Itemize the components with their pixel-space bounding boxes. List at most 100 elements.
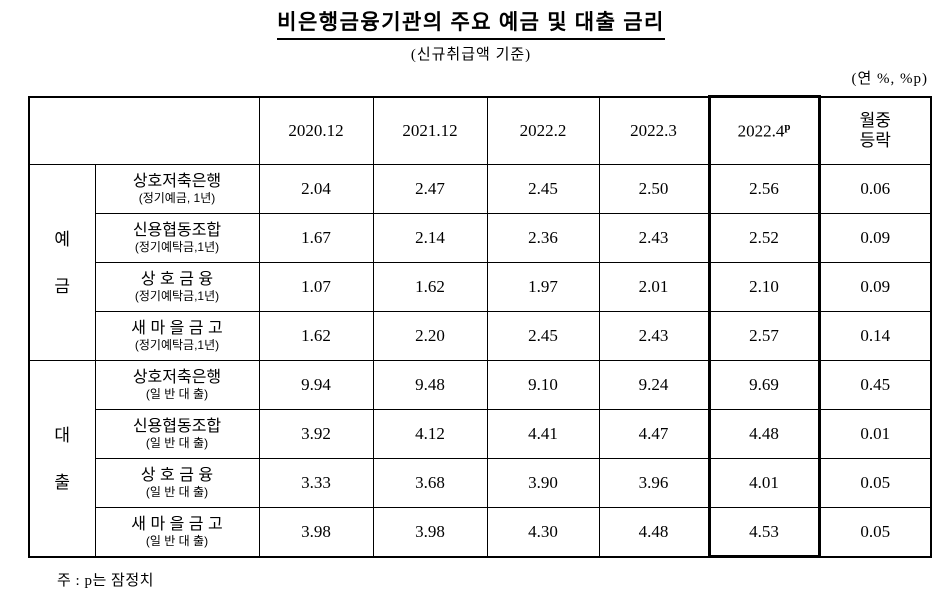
group-label-char: 예 (54, 229, 71, 249)
col-header-period-4: 2022.3 (598, 96, 710, 166)
group-label-loans: 대 출 (28, 360, 96, 558)
value-cell: 2.20 (372, 311, 488, 362)
highlight-value-cell: 2.10 (707, 262, 821, 313)
group-label-char: 대 (54, 425, 71, 445)
page-title: 비은행금융기관의 주요 예금 및 대출 금리 (277, 8, 665, 41)
value-cell: 3.92 (258, 409, 374, 460)
change-value-cell: 0.09 (818, 213, 932, 264)
institution-name: 새 마 을 금 고 (131, 319, 223, 337)
value-cell: 1.97 (486, 262, 600, 313)
table-row: 신용협동조합 (일 반 대 출) 3.92 4.12 4.41 4.47 4.4… (29, 409, 932, 460)
highlight-value-cell: 4.48 (707, 409, 821, 460)
title-wrap: 비은행금융기관의 주요 예금 및 대출 금리 (12, 8, 930, 41)
table-row: 대 출 상호저축은행 (일 반 대 출) 9.94 9.48 9.10 9.24… (28, 360, 932, 558)
institution-subnote: (정기예탁금,1년) (134, 338, 220, 353)
institution-subnote: (일 반 대 출) (145, 534, 209, 549)
institution-subnote: (정기예탁금,1년) (134, 240, 220, 255)
value-cell: 1.67 (258, 213, 374, 264)
institution-subnote: (일 반 대 출) (145, 387, 209, 402)
value-cell: 2.47 (372, 164, 488, 215)
institution-cell: 신용협동조합 (정기예탁금,1년) (94, 213, 260, 264)
value-cell: 3.68 (372, 458, 488, 509)
institution-subnote: (일 반 대 출) (145, 485, 209, 500)
col-header-period-3: 2022.2 (486, 96, 600, 166)
institution-name: 상 호 금 융 (140, 270, 214, 288)
value-cell: 2.01 (598, 262, 710, 313)
value-cell: 9.10 (486, 360, 600, 411)
value-cell: 4.30 (486, 507, 600, 558)
change-value-cell: 0.45 (818, 360, 932, 411)
value-cell: 3.98 (372, 507, 488, 558)
group-label-char: 금 (54, 276, 71, 296)
value-cell: 1.62 (372, 262, 488, 313)
rates-table: 2020.12 2021.12 2022.2 2022.3 2022.4p 월중… (28, 95, 932, 559)
institution-subnote: (정기예금, 1년) (138, 191, 216, 206)
institution-cell: 상 호 금 융 (일 반 대 출) (94, 458, 260, 509)
value-cell: 4.12 (372, 409, 488, 460)
value-cell: 4.48 (598, 507, 710, 558)
change-value-cell: 0.05 (818, 458, 932, 509)
institution-cell: 상호저축은행 (정기예금, 1년) (94, 164, 260, 215)
footnote: 주 : p는 잠정치 (57, 573, 154, 590)
value-cell: 9.48 (372, 360, 488, 411)
value-cell: 2.43 (598, 311, 710, 362)
preliminary-superscript: p (784, 121, 791, 134)
value-cell: 2.45 (486, 311, 600, 362)
col-header-period-1: 2020.12 (258, 96, 374, 166)
value-cell: 2.04 (258, 164, 374, 215)
value-cell: 9.94 (258, 360, 374, 411)
value-cell: 1.62 (258, 311, 374, 362)
col-header-period-2: 2021.12 (372, 96, 488, 166)
institution-cell: 상호저축은행 (일 반 대 출) (94, 360, 260, 411)
institution-subnote: (일 반 대 출) (145, 436, 209, 451)
value-cell: 9.24 (598, 360, 710, 411)
value-cell: 2.45 (486, 164, 600, 215)
page-subtitle: (신규취급액 기준) (410, 47, 532, 64)
value-cell: 3.90 (486, 458, 600, 509)
col-header-highlight-period: 2022.4p (707, 95, 821, 166)
unit-note: (연 %, %p) (851, 71, 928, 88)
institution-cell: 상 호 금 융 (정기예탁금,1년) (94, 262, 260, 313)
highlight-value-cell: 2.57 (707, 311, 821, 362)
table-row: 상 호 금 융 (정기예탁금,1년) 1.07 1.62 1.97 2.01 2… (29, 262, 932, 313)
table-row: 상 호 금 융 (일 반 대 출) 3.33 3.68 3.90 3.96 4.… (29, 458, 932, 509)
corner-cell (28, 96, 260, 166)
monthly-change-label-line2: 등락 (859, 131, 891, 151)
value-cell: 3.96 (598, 458, 710, 509)
institution-cell: 새 마 을 금 고 (일 반 대 출) (94, 507, 260, 558)
institution-cell: 신용협동조합 (일 반 대 출) (94, 409, 260, 460)
institution-name: 신용협동조합 (132, 417, 222, 435)
change-value-cell: 0.09 (818, 262, 932, 313)
group-label-char: 출 (54, 472, 71, 492)
highlight-value-cell: 2.56 (707, 164, 821, 215)
highlight-period-label: 2022.4 (737, 121, 785, 141)
group-label-deposits: 예 금 (28, 164, 96, 362)
value-cell: 3.33 (258, 458, 374, 509)
institution-name: 상호저축은행 (132, 172, 222, 190)
institution-name: 상호저축은행 (132, 368, 222, 386)
institution-name: 상 호 금 융 (140, 466, 214, 484)
institution-name: 새 마 을 금 고 (131, 515, 223, 533)
institution-cell: 새 마 을 금 고 (정기예탁금,1년) (94, 311, 260, 362)
table-row: 새 마 을 금 고 (정기예탁금,1년) 1.62 2.20 2.45 2.43… (29, 311, 932, 362)
institution-name: 신용협동조합 (132, 221, 222, 239)
value-cell: 3.98 (258, 507, 374, 558)
change-value-cell: 0.01 (818, 409, 932, 460)
change-value-cell: 0.06 (818, 164, 932, 215)
value-cell: 2.50 (598, 164, 710, 215)
highlight-value-cell: 4.53 (707, 507, 821, 559)
table-row: 신용협동조합 (정기예탁금,1년) 1.67 2.14 2.36 2.43 2.… (29, 213, 932, 264)
monthly-change-label-line1: 월중 (859, 110, 891, 130)
highlight-value-cell: 4.01 (707, 458, 821, 509)
highlight-value-cell: 9.69 (707, 360, 821, 411)
table-header-row: 2020.12 2021.12 2022.2 2022.3 2022.4p 월중… (28, 95, 932, 166)
value-cell: 2.36 (486, 213, 600, 264)
institution-subnote: (정기예탁금,1년) (134, 289, 220, 304)
change-value-cell: 0.05 (818, 507, 932, 558)
table-row: 예 금 상호저축은행 (정기예금, 1년) 2.04 2.47 2.45 2.5… (28, 164, 932, 362)
change-value-cell: 0.14 (818, 311, 932, 362)
value-cell: 4.41 (486, 409, 600, 460)
value-cell: 1.07 (258, 262, 374, 313)
value-cell: 2.14 (372, 213, 488, 264)
